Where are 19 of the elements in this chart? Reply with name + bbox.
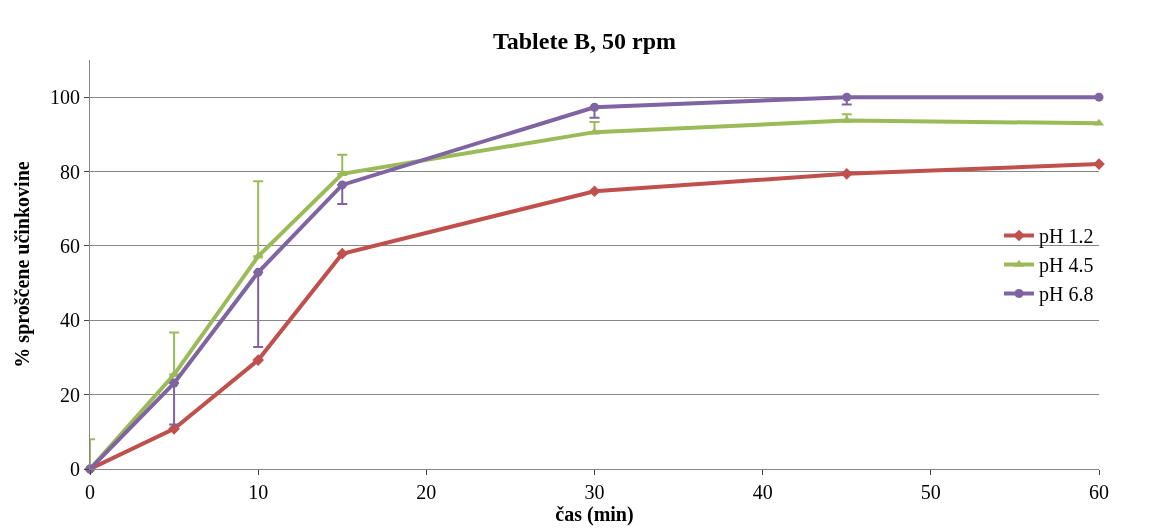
x-tick-label: 60 [1089, 481, 1109, 503]
y-axis-title: % sproščene učinkovine [10, 161, 34, 368]
legend-label: pH 1.2 [1039, 225, 1094, 249]
x-tick-label: 0 [85, 481, 95, 503]
x-tick-label: 10 [248, 481, 269, 503]
legend-label: pH 6.8 [1039, 283, 1094, 307]
y-tick-label: 40 [60, 309, 80, 332]
y-tick-label: 20 [60, 383, 80, 406]
chart-title: Tablete B, 50 rpm [492, 27, 677, 54]
y-tick-label: 60 [60, 234, 80, 257]
y-tick-label: 0 [70, 458, 80, 480]
x-tick-label: 20 [416, 481, 437, 503]
x-tick-label: 40 [752, 481, 773, 503]
y-tick-label: 100 [50, 86, 80, 109]
y-tick-label: 80 [60, 160, 80, 183]
x-axis-title: čas (min) [555, 503, 634, 526]
x-tick-label: 50 [920, 481, 941, 503]
legend-label: pH 4.5 [1039, 254, 1094, 278]
x-tick-label: 30 [584, 481, 605, 503]
